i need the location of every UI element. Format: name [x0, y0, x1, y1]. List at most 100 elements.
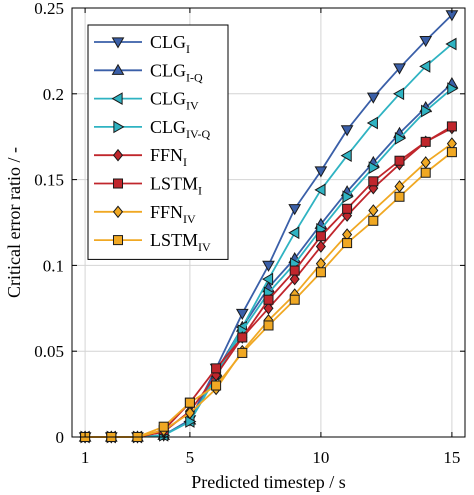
x-tick-label: 5 — [186, 448, 195, 467]
legend: CLGICLGI-QCLGIVCLGIV-QFFNILSTMIFFNIVLSTM… — [87, 24, 229, 260]
triangle-down-marker — [262, 260, 275, 272]
y-tick-label: 0 — [56, 428, 65, 447]
triangle-right-marker — [185, 415, 197, 428]
triangle-left-marker — [314, 183, 326, 197]
diamond-marker — [289, 272, 300, 286]
legend-label-name: LSTM — [150, 174, 198, 194]
triangle-right-marker — [394, 132, 407, 145]
legend-item: CLGI — [94, 32, 190, 56]
legend-label: CLGIV-Q — [150, 117, 211, 141]
triangle-down-marker — [340, 125, 354, 137]
diamond-marker — [184, 406, 195, 420]
diamond-marker — [112, 148, 124, 162]
square-marker — [420, 136, 431, 147]
square-marker — [342, 203, 353, 214]
legend-label: FFNIV — [150, 202, 196, 226]
triangle-down-marker — [393, 63, 406, 75]
triangle-down-marker — [111, 37, 125, 49]
square-marker — [184, 397, 195, 408]
square-marker — [342, 238, 353, 249]
triangle-right-marker — [368, 161, 380, 174]
legend-label-name: CLG — [150, 89, 186, 109]
y-tick-label: 0.1 — [43, 256, 64, 275]
y-axis-title: Critical error ratio / - — [4, 147, 24, 298]
triangle-right-marker — [447, 82, 459, 96]
legend-label-subscript: IV-Q — [186, 127, 211, 141]
legend-item: CLGIV — [94, 89, 199, 113]
square-marker — [420, 167, 431, 178]
square-marker — [263, 294, 274, 305]
series-lines — [78, 10, 459, 444]
plot-area-frame — [71, 7, 466, 438]
legend-item: CLGIV-Q — [94, 117, 211, 141]
square-marker — [446, 121, 457, 132]
legend-label-name: LSTM — [150, 230, 198, 250]
legend-label-subscript: I — [198, 184, 202, 198]
square-marker — [211, 380, 222, 391]
square-marker — [158, 421, 169, 432]
square-marker — [394, 155, 405, 166]
diamond-marker — [315, 240, 326, 253]
square-marker — [289, 265, 300, 276]
legend-label-subscript: I — [183, 155, 187, 169]
legend-label-subscript: IV — [183, 212, 196, 226]
square-marker — [263, 320, 274, 331]
triangle-left-marker — [111, 92, 123, 105]
y-tick-label: 0.05 — [34, 342, 64, 361]
y-tick-label: 0.15 — [34, 171, 64, 190]
x-axis-title: Predicted timestep / s — [191, 472, 345, 492]
square-marker — [315, 267, 326, 278]
legend-label-name: CLG — [150, 117, 186, 137]
legend-label-name: FFN — [150, 145, 183, 165]
x-tick-label: 1 — [81, 448, 90, 467]
triangle-up-marker — [111, 63, 125, 75]
triangle-left-marker — [288, 226, 300, 240]
legend-item: LSTMI — [94, 174, 202, 198]
legend-item: FFNIV — [94, 202, 196, 226]
legend-label-subscript: I-Q — [186, 70, 203, 84]
triangle-left-marker — [419, 59, 431, 73]
triangle-right-marker — [342, 190, 354, 204]
square-marker — [112, 235, 124, 246]
legend-item: FFNI — [94, 145, 187, 169]
legend-label: LSTMIV — [150, 230, 211, 254]
legend-label: CLGI — [150, 32, 190, 56]
triangle-down-marker — [366, 92, 380, 104]
legend-label-subscript: I — [186, 42, 190, 56]
y-tick-label: 0.2 — [43, 85, 64, 104]
square-marker — [237, 332, 248, 343]
square-marker — [368, 176, 379, 187]
x-tick-label: 10 — [312, 448, 329, 467]
triangle-down-marker — [235, 308, 249, 320]
legend-item: CLGI-Q — [94, 60, 203, 84]
triangle-right-marker — [421, 104, 433, 118]
triangle-left-marker — [445, 37, 457, 51]
square-marker — [211, 363, 222, 374]
triangle-left-marker — [340, 149, 352, 162]
triangle-left-marker — [366, 116, 378, 130]
diamond-marker — [112, 205, 124, 219]
legend-label-name: CLG — [150, 60, 186, 80]
triangle-left-marker — [261, 272, 274, 286]
square-marker — [237, 347, 248, 358]
legend-label: LSTMI — [150, 174, 202, 198]
legend-label-subscript: IV — [198, 240, 211, 254]
legend-label-subscript: IV — [186, 99, 199, 113]
legend-label-name: FFN — [150, 202, 183, 222]
triangle-right-marker — [113, 120, 125, 134]
triangle-left-marker — [392, 87, 405, 101]
legend-label: CLGIV — [150, 89, 199, 113]
legend-label: CLGI-Q — [150, 60, 203, 84]
square-marker — [368, 215, 379, 226]
square-marker — [394, 191, 405, 202]
diamond-marker — [263, 301, 274, 315]
triangle-down-marker — [419, 35, 433, 48]
square-marker — [289, 294, 300, 305]
legend-label: FFNI — [150, 145, 187, 169]
legend-item: LSTMIV — [94, 230, 211, 254]
triangle-down-marker — [314, 166, 328, 178]
square-marker — [315, 231, 326, 242]
x-tick-label: 15 — [443, 448, 460, 467]
